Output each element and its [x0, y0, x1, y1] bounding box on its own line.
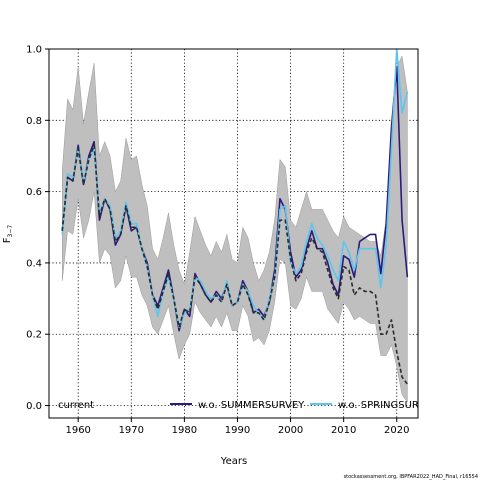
- y-axis-label-sub: 3−7: [7, 225, 14, 238]
- x-tick-label: 1960: [65, 425, 90, 436]
- y-tick-label: 0.6: [26, 187, 42, 198]
- y-tick-label: 0.4: [26, 258, 42, 269]
- legend: current w.o. SUMMERSURVEY w.o. SPRINGSURVE…: [58, 400, 438, 411]
- x-tick-label: 2000: [278, 425, 303, 436]
- legend-label: w.o. SUMMERSURVEY: [198, 400, 305, 411]
- x-tick-label: 2010: [331, 425, 356, 436]
- y-axis-label: F3−7: [2, 225, 14, 244]
- legend-label: w.o. SPRINGSURVEY: [338, 400, 438, 411]
- x-tick-label: 1980: [172, 425, 197, 436]
- x-tick-label: 1970: [119, 425, 144, 436]
- footer-credit: stockassessment.org, IBPFAR2022_HAD_Fina…: [344, 474, 478, 480]
- x-axis: 1960 1970 1980 1990 2000 2010 2020: [65, 418, 409, 436]
- y-tick-label: 0.2: [26, 330, 42, 341]
- series-line-current: [61, 144, 409, 385]
- y-tick-label: 0.0: [26, 401, 42, 412]
- y-tick-label: 0.8: [26, 116, 42, 127]
- plot-frame: [48, 48, 419, 419]
- y-axis-label-main: F: [2, 237, 13, 243]
- legend-label: current: [58, 400, 94, 411]
- y-tick-label: 1.0: [26, 45, 42, 56]
- y-axis: 0.0 0.2 0.4 0.6 0.8 1.0: [26, 45, 49, 412]
- x-tick-label: 1990: [225, 425, 250, 436]
- x-tick-label: 2020: [384, 425, 409, 436]
- series-lines: [61, 48, 409, 385]
- x-axis-label: Years: [220, 456, 247, 467]
